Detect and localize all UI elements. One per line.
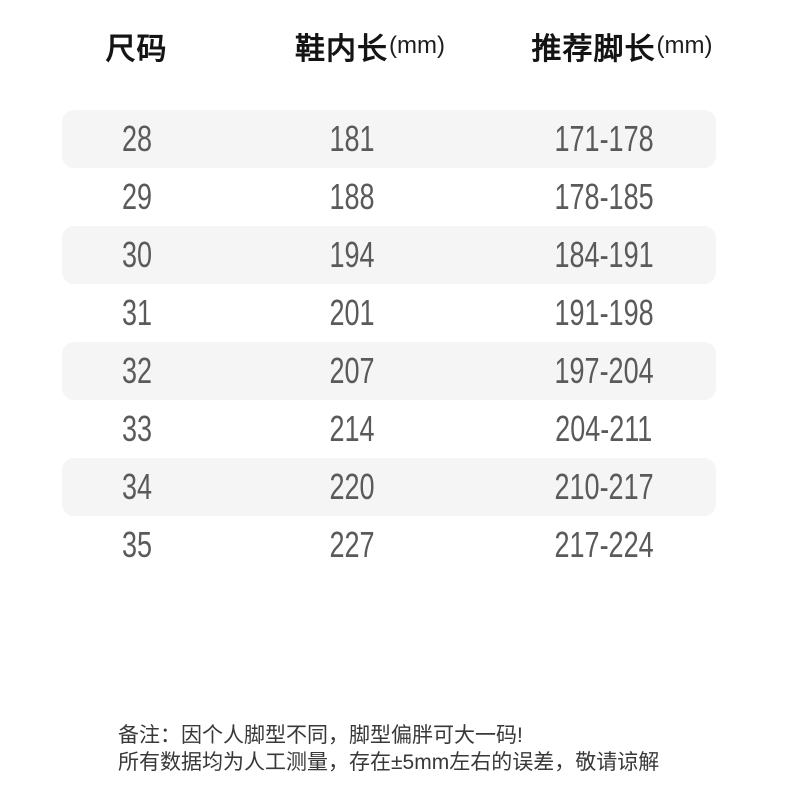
cell-inner-length: 207 xyxy=(212,353,492,389)
cell-foot-length: 191-198 xyxy=(492,295,716,331)
column-header-unit: (mm) xyxy=(656,32,713,59)
table-row-35: 35 227 217-224 xyxy=(62,516,716,574)
table-row-34: 34 220 210-217 xyxy=(62,458,716,516)
cell-value: 32 xyxy=(121,350,153,391)
cell-foot-length: 197-204 xyxy=(492,353,716,389)
cell-value: 210-217 xyxy=(554,466,654,507)
cell-inner-length: 201 xyxy=(212,295,492,331)
cell-value: 171-178 xyxy=(554,118,654,159)
cell-value: 194 xyxy=(329,234,375,275)
table-row-30: 30 194 184-191 xyxy=(62,226,716,284)
cell-size: 30 xyxy=(62,237,212,273)
cell-size: 28 xyxy=(62,121,212,157)
cell-value: 204-211 xyxy=(555,408,653,449)
cell-inner-length: 214 xyxy=(212,411,492,447)
cell-foot-length: 210-217 xyxy=(492,469,716,505)
cell-value: 35 xyxy=(121,524,153,565)
cell-inner-length: 188 xyxy=(212,179,492,215)
cell-inner-length: 227 xyxy=(212,527,492,563)
table-header-row: 尺码 鞋内长 (mm) 推荐脚长 (mm) xyxy=(62,24,716,68)
cell-value: 28 xyxy=(121,118,153,159)
cell-value: 220 xyxy=(329,466,375,507)
column-header-label: 鞋内长 xyxy=(295,33,389,66)
column-header-0: 尺码 xyxy=(62,24,212,68)
cell-value: 214 xyxy=(329,408,375,449)
table-row-31: 31 201 191-198 xyxy=(62,284,716,342)
cell-inner-length: 220 xyxy=(212,469,492,505)
cell-value: 201 xyxy=(329,292,375,333)
cell-value: 31 xyxy=(121,292,153,333)
column-header-1: 鞋内长 (mm) xyxy=(230,24,510,68)
cell-value: 29 xyxy=(121,176,153,217)
cell-foot-length: 184-191 xyxy=(492,237,716,273)
size-table-body: 28 181 171-178 29 188 178-185 30 194 184… xyxy=(62,110,716,574)
column-header-label: 推荐脚长 xyxy=(531,33,656,66)
footnotes: 备注：因个人脚型不同，脚型偏胖可大一码! 所有数据均为人工测量，存在±5mm左右… xyxy=(118,722,758,776)
cell-foot-length: 204-211 xyxy=(492,411,716,447)
cell-value: 33 xyxy=(121,408,153,449)
cell-value: 34 xyxy=(121,466,153,507)
cell-inner-length: 181 xyxy=(212,121,492,157)
cell-value: 184-191 xyxy=(554,234,654,275)
cell-value: 181 xyxy=(329,118,375,159)
cell-value: 227 xyxy=(329,524,375,565)
cell-size: 35 xyxy=(62,527,212,563)
cell-size: 34 xyxy=(62,469,212,505)
cell-value: 207 xyxy=(329,350,375,391)
cell-value: 191-198 xyxy=(554,292,654,333)
cell-size: 33 xyxy=(62,411,212,447)
cell-foot-length: 217-224 xyxy=(492,527,716,563)
table-row-32: 32 207 197-204 xyxy=(62,342,716,400)
cell-value: 197-204 xyxy=(554,350,654,391)
cell-value: 188 xyxy=(329,176,375,217)
cell-value: 178-185 xyxy=(554,176,654,217)
table-row-28: 28 181 171-178 xyxy=(62,110,716,168)
cell-size: 31 xyxy=(62,295,212,331)
column-header-unit: (mm) xyxy=(389,32,445,59)
cell-foot-length: 171-178 xyxy=(492,121,716,157)
note-line-1: 备注：因个人脚型不同，脚型偏胖可大一码! xyxy=(118,724,523,747)
cell-value: 30 xyxy=(121,234,153,275)
cell-foot-length: 178-185 xyxy=(492,179,716,215)
cell-inner-length: 194 xyxy=(212,237,492,273)
cell-size: 32 xyxy=(62,353,212,389)
cell-value: 217-224 xyxy=(554,524,654,565)
column-header-label: 尺码 xyxy=(105,33,168,66)
cell-size: 29 xyxy=(62,179,212,215)
note-line-2: 所有数据均为人工测量，存在±5mm左右的误差，敬请谅解 xyxy=(118,751,660,774)
column-header-2: 推荐脚长 (mm) xyxy=(510,24,734,68)
table-row-29: 29 188 178-185 xyxy=(62,168,716,226)
table-row-33: 33 214 204-211 xyxy=(62,400,716,458)
